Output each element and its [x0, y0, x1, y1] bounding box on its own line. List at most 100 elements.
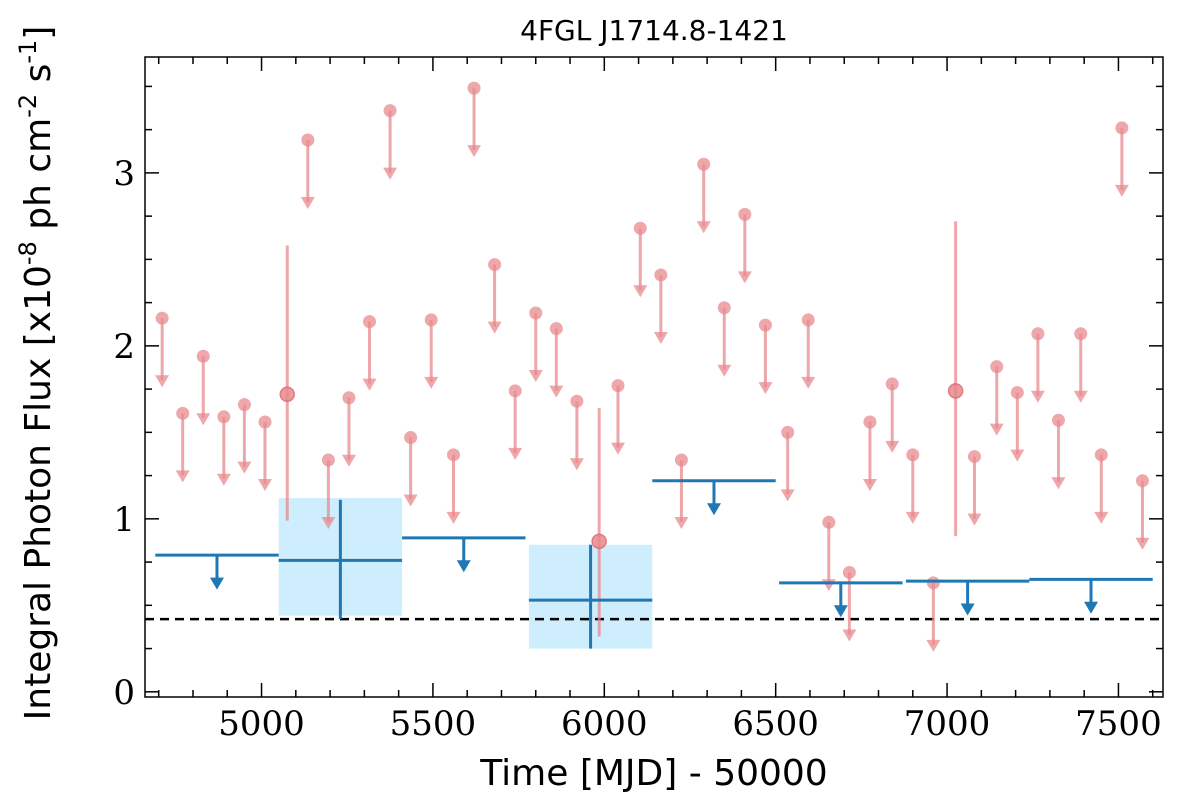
short-bin-ul-arrow — [1135, 537, 1150, 550]
short-bin-ul-point — [467, 81, 481, 95]
short-bin-ul-point — [926, 576, 940, 590]
y-tick-label: 2 — [113, 327, 135, 367]
short-bin-ul-arrow — [926, 639, 941, 652]
short-bin-ul-point — [155, 311, 169, 325]
short-bin-ul-point — [258, 415, 272, 429]
short-bin-ul-arrow — [905, 511, 920, 524]
short-bin-ul-point — [758, 318, 772, 332]
short-bin-ul-point — [781, 425, 795, 439]
short-bin-ul-point — [529, 306, 543, 320]
short-bin-detection-point — [591, 533, 607, 550]
short-bin-ul-point — [967, 450, 981, 464]
y-axis-label: Integral Photon Flux [x10-8 ph cm-2 s-1] — [14, 26, 59, 721]
axes-frame — [144, 56, 1164, 698]
short-bin-ul-point — [1031, 327, 1045, 341]
short-bin-ul-point — [842, 565, 856, 579]
short-bin-ul-point — [633, 221, 647, 235]
short-bin-ul-arrow — [842, 629, 857, 642]
short-bin-ul-arrow — [257, 478, 272, 491]
short-bin-ul-point — [570, 394, 584, 408]
short-bin-ul-point — [738, 207, 752, 221]
short-bin-ul-arrow — [674, 517, 689, 530]
short-bin-ul-point — [446, 448, 460, 462]
short-bin-ul-point — [611, 379, 625, 393]
short-bin-ul-arrow — [1094, 511, 1109, 524]
plot-frame — [144, 56, 1164, 698]
short-bin-ul-point — [404, 431, 418, 445]
short-bin-ul-point — [1135, 474, 1149, 488]
x-tick-label: 6000 — [561, 704, 648, 744]
short-bin-ul-arrow — [446, 511, 461, 524]
short-bin-ul-point — [717, 301, 731, 315]
short-bin-ul-arrow — [821, 579, 836, 592]
short-bin-ul-arrow — [758, 382, 773, 395]
short-bin-ul-arrow — [383, 167, 398, 180]
short-bin-ul-arrow — [780, 489, 795, 502]
short-bin-ul-point — [863, 415, 877, 429]
x-tick-label: 5500 — [390, 704, 477, 744]
x-tick-label: 6500 — [732, 704, 819, 744]
short-bin-ul-point — [508, 384, 522, 398]
short-bin-ul-point — [176, 406, 190, 420]
short-bin-ul-point — [1051, 413, 1065, 427]
short-bin-ul-arrow — [508, 447, 523, 460]
short-bin-ul-arrow — [862, 478, 877, 491]
short-bin-ul-arrow — [155, 375, 170, 388]
short-bin-ul-arrow — [549, 385, 564, 398]
long-bin-ul-arrow — [456, 560, 471, 573]
short-bin-ul-point — [488, 258, 502, 272]
short-bin-ul-arrow — [300, 197, 315, 210]
long-bin-ul-arrow — [209, 577, 224, 590]
short-bin-ul-arrow — [487, 321, 502, 334]
short-bin-ul-point — [1074, 327, 1088, 341]
long-bin-boxes — [278, 498, 653, 649]
chart-title: 4FGL J1714.8-1421 — [520, 14, 788, 47]
short-bin-ul-arrow — [885, 440, 900, 453]
short-bin-ul-arrow — [196, 413, 211, 426]
short-bin-ul-point — [424, 313, 438, 327]
x-tick-label: 7000 — [904, 704, 991, 744]
short-bin-ul-arrow — [321, 517, 336, 530]
short-bin-ul-point — [342, 391, 356, 405]
short-bin-ul-arrow — [1051, 477, 1066, 490]
short-bin-ul-arrow — [696, 221, 711, 234]
short-bin-ul-arrow — [1010, 449, 1025, 462]
short-bin-ul-point — [654, 268, 668, 282]
short-bin-ul-arrow — [737, 271, 752, 284]
x-axis-label: Time [MJD] - 50000 — [479, 753, 827, 794]
short-bin-detection-point — [279, 386, 295, 403]
short-bin-ul-arrow — [989, 423, 1004, 436]
short-bin-ul-arrow — [1073, 390, 1088, 403]
short-bin-ul-point — [697, 157, 711, 171]
y-tick-label: 3 — [113, 154, 135, 194]
short-bin-ul-point — [363, 315, 377, 329]
x-tick-label: 5000 — [218, 704, 305, 744]
short-bin-ul-point — [801, 313, 815, 327]
short-bin-ul-arrow — [633, 285, 648, 298]
short-bin-detection-point — [947, 383, 964, 399]
long-bin-ul-arrow — [833, 605, 848, 618]
short-bin-ul-point — [217, 410, 231, 424]
short-bin-ul-point — [906, 448, 920, 462]
short-bin-ul-point — [990, 360, 1004, 374]
y-tick-label: 1 — [113, 500, 135, 540]
short-bin-ul-point — [196, 349, 210, 363]
short-bin-ul-arrow — [528, 370, 543, 382]
short-bin-ul-arrow — [967, 513, 982, 526]
short-bin-ul-arrow — [175, 470, 190, 483]
long-bin-ul-arrow — [960, 603, 975, 616]
short-bin-ul-arrow — [611, 442, 626, 455]
short-bin-ul-arrow — [341, 454, 356, 467]
short-bin-ul-arrow — [216, 473, 231, 486]
long-bin-layer — [155, 479, 1153, 649]
short-bin-ul-arrow — [1030, 390, 1045, 403]
short-bin-ul-point — [301, 133, 315, 147]
short-bin-ul-point — [321, 453, 335, 467]
short-bin-ul-arrow — [653, 331, 668, 344]
short-bin-ul-arrow — [424, 376, 439, 389]
short-bin-layer — [155, 81, 1150, 652]
short-bin-ul-point — [1010, 386, 1024, 400]
short-bin-ul-arrow — [403, 494, 418, 507]
